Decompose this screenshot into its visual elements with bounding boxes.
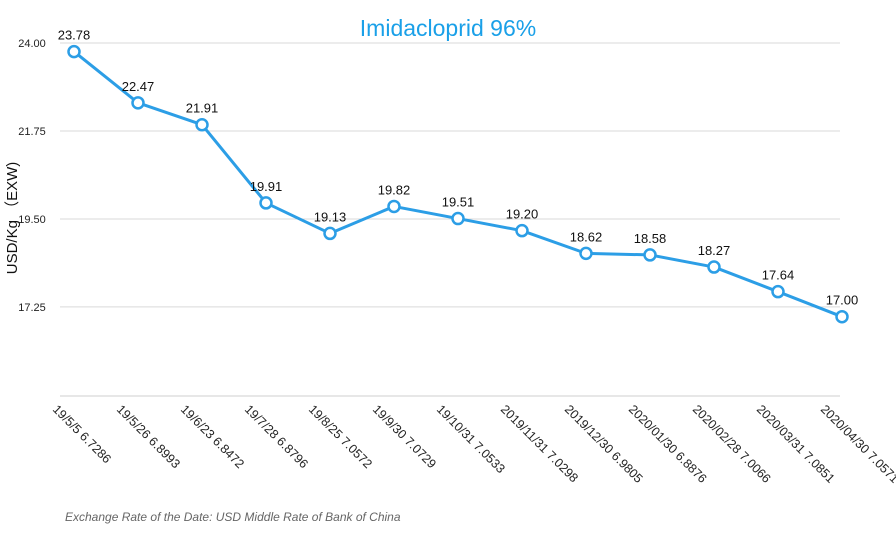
data-point (323, 226, 337, 241)
data-point (259, 196, 273, 210)
data-label: 18.27 (698, 243, 731, 258)
y-tick-label: 21.75 (18, 126, 46, 138)
x-tick-label: 19/6/23 6.8472 (178, 402, 247, 471)
chart-title: Imidacloprid 96% (360, 15, 536, 41)
footnote: Exchange Rate of the Date: USD Middle Ra… (65, 510, 401, 524)
y-tick-label: 19.50 (18, 214, 46, 226)
data-point (771, 284, 785, 299)
series-polyline (73, 50, 843, 319)
data-label: 19.13 (314, 209, 347, 224)
data-point (643, 248, 657, 262)
data-point (67, 44, 81, 59)
x-tick-label: 19/10/31 7.0533 (434, 402, 508, 476)
data-label: 18.58 (634, 231, 667, 246)
data-label: 17.00 (826, 293, 859, 308)
data-point (195, 117, 209, 132)
data-point (707, 260, 721, 274)
data-point (387, 199, 401, 214)
x-tick-label: 19/8/25 7.0572 (306, 402, 375, 471)
gridlines (60, 42, 840, 308)
data-labels: 23.78 22.47 21.91 19.91 19.13 19.82 19.51 19.20… (58, 28, 859, 308)
series-line (73, 50, 843, 319)
x-tick-label: 19/7/28 6.8796 (242, 402, 311, 471)
data-label: 18.62 (570, 229, 603, 244)
x-tick-label: 19/9/30 7.0729 (370, 402, 439, 471)
y-tick-label: 17.25 (18, 302, 46, 314)
data-label: 19.51 (442, 195, 475, 210)
data-point (131, 96, 145, 110)
data-label: 23.78 (58, 28, 91, 43)
data-point (515, 223, 529, 238)
data-points (67, 44, 849, 324)
data-label: 21.91 (186, 101, 219, 116)
data-label: 19.91 (250, 179, 283, 194)
data-point (835, 309, 849, 324)
y-axis-label: USD/Kg （EXW) (4, 162, 21, 275)
data-label: 17.64 (762, 268, 795, 283)
data-point (451, 211, 465, 226)
x-tick-label: 19/5/26 6.8993 (114, 402, 183, 471)
y-tick-label: 24.00 (18, 38, 46, 50)
data-point (579, 246, 593, 261)
data-label: 22.47 (122, 79, 155, 94)
x-tick-label: 19/5/5 6.7286 (50, 402, 114, 466)
data-label: 19.20 (506, 207, 539, 222)
y-axis-ticks: 24.00 21.75 19.50 17.25 (18, 38, 46, 314)
data-label: 19.82 (378, 182, 411, 197)
